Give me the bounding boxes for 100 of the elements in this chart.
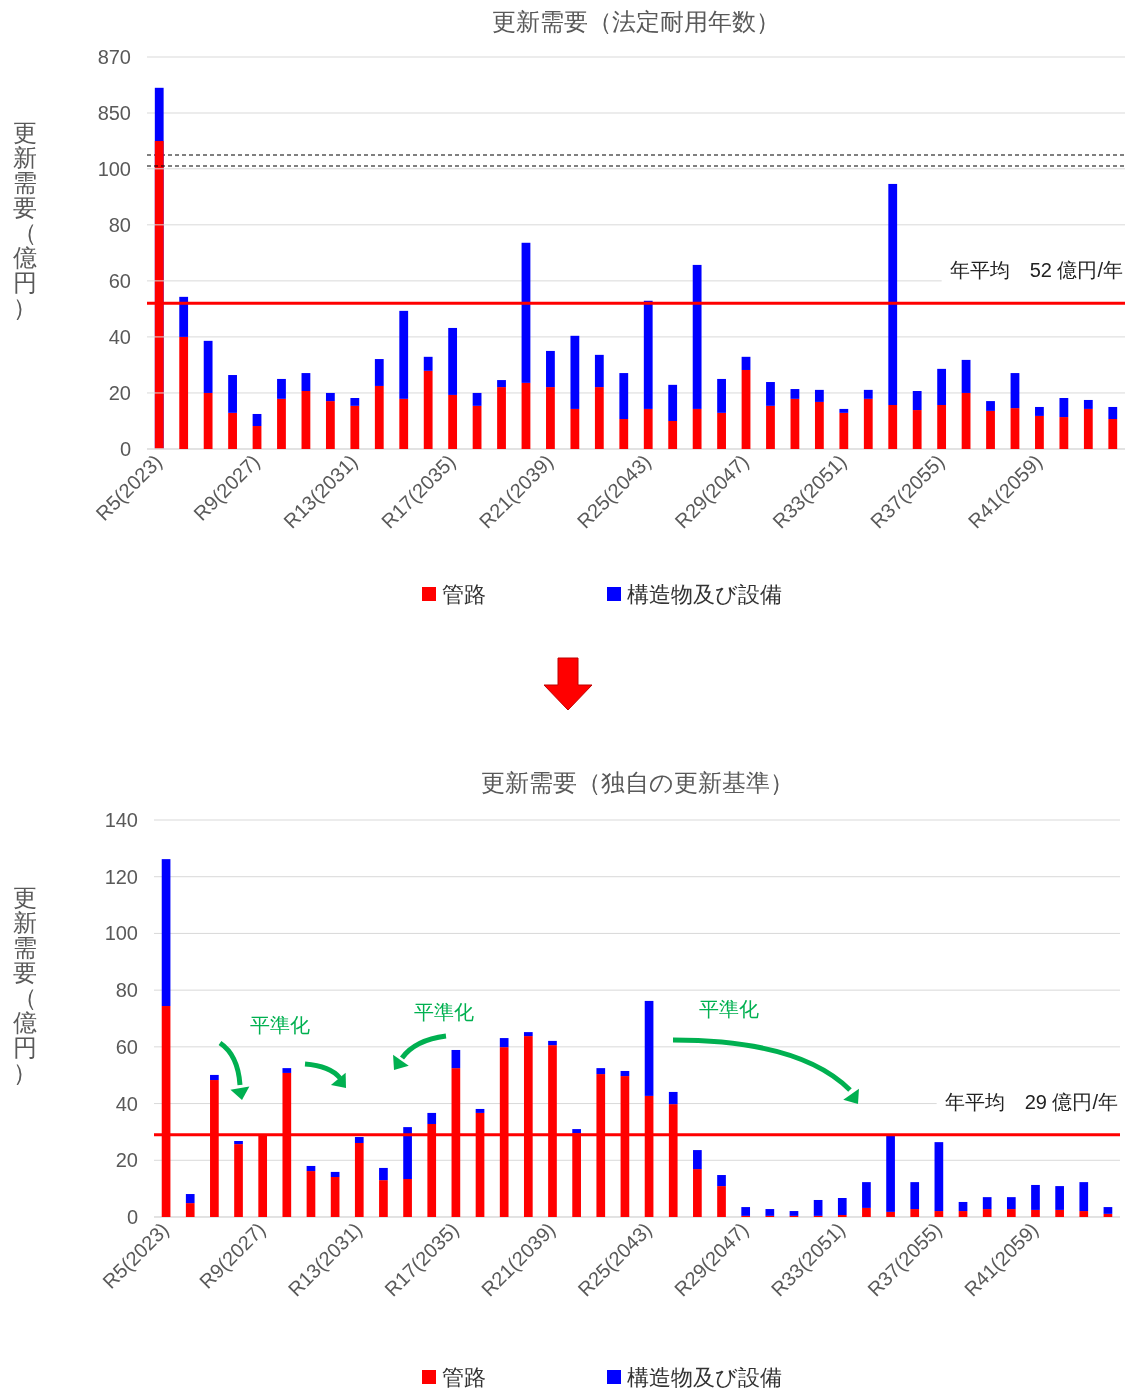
bar xyxy=(472,405,482,449)
bar xyxy=(986,410,995,449)
bar xyxy=(179,336,189,449)
bar xyxy=(399,310,409,399)
bar xyxy=(497,380,506,388)
bar xyxy=(717,1175,726,1187)
bar xyxy=(813,1199,823,1216)
bar xyxy=(228,412,237,449)
legend-label: 管路 xyxy=(442,582,486,607)
bar xyxy=(596,1068,606,1075)
bar xyxy=(644,1000,654,1096)
bar xyxy=(741,356,751,370)
legend-label: 構造物及び設備 xyxy=(627,1365,782,1390)
bar xyxy=(986,401,995,411)
bar xyxy=(934,1211,944,1217)
bar xyxy=(354,1142,364,1217)
bar xyxy=(910,1209,920,1217)
bar xyxy=(741,1207,751,1216)
bar xyxy=(572,1129,581,1134)
bar xyxy=(472,392,482,406)
bar xyxy=(282,1068,292,1073)
bar xyxy=(790,398,800,449)
bar xyxy=(668,1091,678,1105)
bar xyxy=(423,370,433,449)
bar xyxy=(475,1108,485,1113)
bar xyxy=(277,398,286,449)
bar xyxy=(374,359,384,386)
bar xyxy=(839,412,849,449)
bar xyxy=(1059,417,1069,449)
bar xyxy=(330,1177,340,1217)
bar xyxy=(277,378,286,399)
ref-line-label: 年平均 29 億円/年 xyxy=(944,1090,1118,1113)
bar xyxy=(423,356,433,371)
bar xyxy=(692,408,702,449)
bar xyxy=(643,408,653,449)
y-tick-label: 120 xyxy=(104,865,138,888)
y-tick-label: 100 xyxy=(97,157,131,180)
bar xyxy=(717,412,726,449)
bar xyxy=(203,392,213,449)
legend-label: 構造物及び設備 xyxy=(627,582,782,607)
bar xyxy=(863,389,873,399)
bar xyxy=(379,1167,388,1181)
bar xyxy=(958,1201,968,1212)
bar xyxy=(1035,415,1044,449)
ref-line-label: 年平均 52 億円/年 xyxy=(949,259,1123,282)
bar xyxy=(790,389,800,399)
bar xyxy=(161,859,171,1007)
y-tick-label: 870 xyxy=(97,46,131,68)
bar xyxy=(862,1207,871,1217)
bar xyxy=(403,1179,412,1217)
bar xyxy=(620,1070,630,1077)
bar xyxy=(252,426,262,449)
bar xyxy=(693,1169,702,1217)
bar xyxy=(374,385,384,449)
bar xyxy=(1108,406,1118,420)
bar xyxy=(379,1180,388,1217)
bar xyxy=(765,1209,775,1216)
bar xyxy=(862,1182,871,1208)
bar xyxy=(982,1209,992,1217)
bar xyxy=(448,394,458,449)
bar xyxy=(886,1135,895,1212)
bar xyxy=(1035,406,1044,416)
bar xyxy=(717,378,726,413)
bar xyxy=(252,413,262,427)
bar xyxy=(1031,1209,1040,1217)
bar xyxy=(958,1211,968,1217)
bar xyxy=(961,359,971,393)
y-tick-label: 100 xyxy=(104,922,138,945)
bar xyxy=(325,392,335,402)
bar xyxy=(234,1141,243,1145)
bar xyxy=(354,1137,364,1143)
bar xyxy=(594,354,604,388)
bar xyxy=(693,1150,702,1170)
y-tick-label: 40 xyxy=(108,325,131,348)
y-tick-label: 850 xyxy=(97,102,131,124)
bar xyxy=(546,350,555,388)
bar xyxy=(814,401,824,449)
bar xyxy=(301,391,311,449)
bar xyxy=(1010,373,1020,409)
bar xyxy=(306,1171,316,1217)
bar xyxy=(497,387,506,449)
bar xyxy=(1059,398,1069,418)
bar xyxy=(1055,1209,1064,1217)
bar xyxy=(203,340,213,393)
bar xyxy=(668,420,678,449)
y-tick-label: 0 xyxy=(126,1206,138,1228)
bar xyxy=(1079,1182,1089,1212)
bar xyxy=(521,382,531,449)
bar xyxy=(185,1194,195,1204)
bar xyxy=(1079,1211,1089,1217)
bar xyxy=(814,389,824,402)
bar xyxy=(717,1186,726,1217)
bar xyxy=(448,327,458,395)
bar xyxy=(570,335,580,409)
bar xyxy=(692,264,702,409)
chart-title: 更新需要（法定耐用年数） xyxy=(492,8,780,35)
bar xyxy=(1006,1197,1016,1210)
bar xyxy=(837,1198,847,1216)
bar xyxy=(1006,1209,1016,1217)
bar xyxy=(937,405,947,449)
